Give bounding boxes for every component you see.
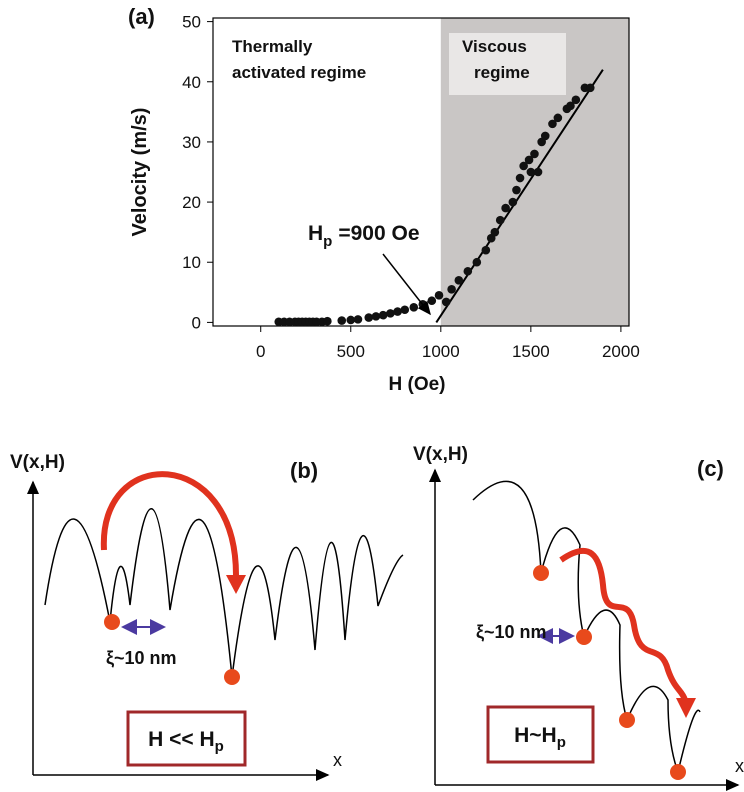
data-point [441, 297, 451, 307]
y-tick-label: 40 [182, 73, 201, 92]
y-tick-label: 30 [182, 133, 201, 152]
x-tick-label: 0 [256, 342, 265, 361]
x-label: x [333, 750, 342, 770]
data-point [434, 291, 444, 300]
wall [576, 629, 592, 645]
data-point [378, 310, 388, 320]
y-tick-label: 0 [192, 313, 201, 332]
data-point [393, 307, 402, 316]
data-point [409, 303, 419, 312]
chart-a: (a) H (Oe) Velocity (m/s) Thermally activ… [128, 4, 640, 395]
data-point [454, 275, 464, 285]
data-point [533, 167, 543, 177]
data-point [472, 257, 482, 267]
data-point [386, 309, 395, 318]
axis-label: V(x,H) [10, 452, 65, 473]
data-point [585, 83, 595, 93]
region-label: Viscous [462, 37, 527, 56]
region-label: Thermally [232, 37, 313, 56]
x-axis-label: H (Oe) [389, 374, 446, 395]
slide-arrow [559, 547, 688, 702]
region-label: regime [474, 63, 530, 82]
data-point [530, 149, 539, 159]
data-point [427, 296, 437, 306]
condition-box [126, 710, 247, 767]
data-point [400, 305, 410, 315]
arrow-head [676, 698, 696, 718]
arrow-head [226, 575, 246, 594]
data-point [481, 245, 491, 255]
condition-label: H~Hp [514, 724, 566, 751]
annotation-arrow [382, 253, 431, 316]
x-tick-label: 500 [337, 342, 365, 361]
data-point [515, 173, 525, 183]
data-point [346, 315, 356, 325]
y-tick-label: 20 [182, 193, 201, 212]
x-label: x [735, 756, 744, 776]
data-point [447, 285, 456, 294]
panel-label: (c) [697, 456, 724, 481]
data-point [353, 315, 363, 324]
diagram-c: V(x,H) (c) x ξ~10 nm H~Hp [413, 444, 744, 791]
subscript: p [557, 734, 566, 751]
condition-box [486, 705, 595, 764]
x-tick-label: 1000 [422, 342, 460, 361]
annotation: Hp =900 Oe [308, 222, 420, 250]
data-point [548, 119, 557, 129]
data-point [463, 266, 473, 276]
energy-landscape [44, 508, 404, 678]
y-tick-label: 10 [182, 253, 201, 272]
data-point [490, 227, 500, 237]
data-point [323, 316, 332, 326]
data-point [519, 161, 528, 171]
condition-text: H << H [148, 728, 215, 751]
data-point [553, 113, 563, 123]
data-point [508, 197, 518, 207]
subscript: p [215, 738, 224, 755]
data-point [337, 316, 347, 325]
wall [619, 712, 635, 728]
panel-label: (a) [128, 4, 155, 29]
y-axis-label: Velocity (m/s) [129, 108, 151, 237]
data-point [501, 203, 510, 213]
x-tick-label: 1500 [512, 342, 550, 361]
data-point [524, 155, 534, 165]
data-point [566, 101, 575, 111]
wall [533, 565, 549, 581]
x-tick-label: 2000 [602, 342, 640, 361]
axis-label: V(x,H) [413, 444, 468, 465]
region-label: activated regime [232, 63, 366, 82]
data-point [371, 312, 381, 321]
pinned-wall [224, 669, 240, 685]
pinned-wall [104, 614, 120, 630]
fit-line [435, 69, 604, 323]
data-point [571, 95, 581, 105]
hop-arrow [100, 471, 239, 576]
annotation-symbol: H [308, 222, 323, 245]
condition-text: H~H [514, 724, 557, 747]
panel-label: (b) [290, 458, 318, 483]
data-point [526, 167, 536, 177]
plot-frame [212, 17, 630, 327]
data-point [512, 185, 521, 195]
condition-label: H << Hp [148, 728, 224, 755]
data-point [540, 131, 550, 141]
data-point [364, 313, 374, 322]
annotation-text: =900 Oe [338, 222, 419, 245]
length-label: ξ~10 nm [476, 622, 547, 643]
annotation-subscript: p [323, 233, 332, 250]
y-tick-label: 50 [182, 13, 201, 32]
length-label: ξ~10 nm [106, 648, 177, 669]
data-point [495, 215, 505, 225]
label-background [449, 33, 566, 95]
wall [670, 764, 686, 780]
diagram-b: V(x,H) (b) x ξ~10 nm H << Hp [10, 452, 404, 781]
